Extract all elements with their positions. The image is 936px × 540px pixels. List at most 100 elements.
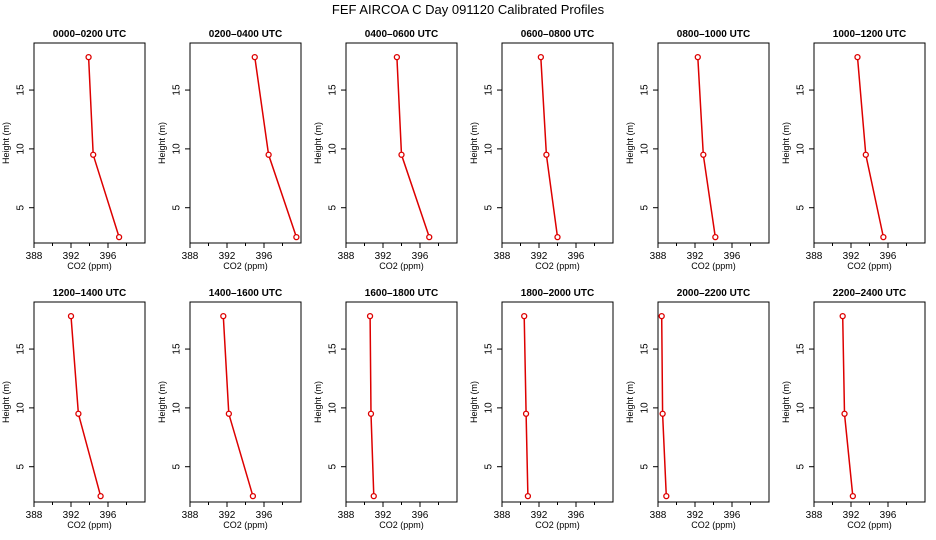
x-tick-label: 388 (806, 251, 823, 262)
data-point (115, 233, 123, 241)
y-tick-label: 5 (16, 463, 27, 469)
panel-title: 0000–0200 UTC (53, 29, 126, 40)
data-point (521, 312, 528, 320)
y-tick-label: 10 (640, 402, 651, 414)
data-point (293, 233, 300, 241)
plot-frame (501, 42, 614, 244)
panel-title: 2200–2400 UTC (833, 288, 906, 299)
plot-frame (33, 301, 146, 503)
x-tick-label: 392 (843, 510, 860, 521)
profile-line (396, 57, 431, 238)
y-tick-label: 10 (328, 402, 339, 414)
x-tick-label: 388 (650, 510, 667, 521)
x-axis-label: CO2 (ppm) (691, 261, 736, 271)
profile-line (222, 316, 254, 497)
plot-frame (345, 301, 458, 503)
x-tick-label: 392 (63, 510, 80, 521)
panel-title: 1600–1800 UTC (365, 288, 438, 299)
x-axis-label: CO2 (ppm) (223, 520, 268, 530)
y-tick-label: 5 (16, 204, 27, 210)
x-tick-label: 388 (806, 510, 823, 521)
y-axis-label: Height (m) (1, 122, 11, 164)
x-tick-label: 396 (568, 510, 585, 521)
profile-panel: 1800–2000 UTC 388 392 396 5 10 15 CO2 (ppm) Heig… (469, 288, 614, 530)
data-point (880, 233, 887, 241)
x-tick-label: 396 (724, 251, 741, 262)
y-tick-label: 15 (484, 84, 495, 96)
y-axis-label: Height (m) (625, 381, 635, 423)
x-tick-label: 392 (531, 510, 548, 521)
data-point (554, 233, 561, 241)
profile-panel: 1000–1200 UTC 388 392 396 5 10 15 CO2 (ppm) Heig… (781, 29, 926, 271)
y-tick-label: 10 (484, 143, 495, 155)
y-axis-label: Height (m) (1, 381, 11, 423)
x-tick-label: 396 (412, 251, 429, 262)
x-tick-label: 388 (650, 251, 667, 262)
profile-panel: 0400–0600 UTC 388 392 396 5 10 15 CO2 (ppm) Heig… (313, 29, 458, 271)
y-axis-label: Height (m) (781, 381, 791, 423)
y-tick-label: 10 (484, 402, 495, 414)
data-point (854, 53, 861, 61)
data-point (712, 233, 719, 241)
x-tick-label: 388 (182, 251, 199, 262)
x-tick-label: 388 (338, 510, 355, 521)
x-axis-label: CO2 (ppm) (379, 261, 424, 271)
x-tick-label: 392 (219, 251, 236, 262)
y-axis-label: Height (m) (469, 381, 479, 423)
x-tick-label: 396 (880, 251, 897, 262)
figure-title: FEF AIRCOA C Day 091120 Calibrated Profi… (332, 2, 605, 17)
y-axis-label: Height (m) (157, 381, 167, 423)
y-axis-label: Height (m) (469, 122, 479, 164)
profile-panel: 2000–2200 UTC 388 392 396 5 10 15 CO2 (ppm) Heig… (625, 288, 770, 530)
panel-title: 1200–1400 UTC (53, 288, 126, 299)
y-tick-label: 10 (172, 402, 183, 414)
data-point (524, 492, 532, 500)
y-tick-label: 10 (16, 143, 27, 155)
y-axis-label: Height (m) (625, 122, 635, 164)
panel-grid: 0000–0200 UTC 388 392 396 5 10 15 CO2 (ppm) Heig… (1, 29, 926, 530)
plot-frame (501, 301, 614, 503)
x-tick-label: 396 (568, 251, 585, 262)
x-tick-label: 392 (219, 510, 236, 521)
y-axis-label: Height (m) (781, 122, 791, 164)
y-tick-label: 5 (640, 463, 651, 469)
x-tick-label: 392 (531, 251, 548, 262)
y-tick-label: 5 (328, 463, 339, 469)
x-axis-label: CO2 (ppm) (67, 261, 112, 271)
y-tick-label: 15 (796, 343, 807, 355)
y-tick-label: 5 (796, 204, 807, 210)
profile-line (856, 57, 885, 238)
x-tick-label: 396 (880, 510, 897, 521)
profile-line (369, 316, 375, 497)
data-point (249, 492, 257, 500)
profile-panel: 1200–1400 UTC 388 392 396 5 10 15 CO2 (ppm) Heig… (1, 288, 146, 530)
data-point (67, 312, 75, 320)
x-tick-label: 396 (724, 510, 741, 521)
data-point (366, 312, 374, 320)
profile-line (540, 57, 559, 238)
panel-title: 1800–2000 UTC (521, 288, 594, 299)
x-tick-label: 388 (494, 251, 511, 262)
profile-panel: 0200–0400 UTC 388 392 396 5 10 15 CO2 (ppm) Heig… (157, 29, 302, 271)
x-axis-label: CO2 (ppm) (847, 520, 892, 530)
x-tick-label: 396 (412, 510, 429, 521)
panel-title: 0600–0800 UTC (521, 29, 594, 40)
x-tick-label: 392 (843, 251, 860, 262)
plot-frame (189, 42, 302, 244)
x-axis-label: CO2 (ppm) (67, 520, 112, 530)
data-point (90, 151, 97, 158)
y-tick-label: 15 (172, 343, 183, 355)
data-point (393, 53, 401, 61)
data-point (398, 151, 405, 158)
x-tick-label: 396 (256, 251, 273, 262)
data-point (658, 312, 665, 320)
profile-line (697, 57, 717, 238)
plot-frame (813, 301, 926, 503)
y-tick-label: 10 (16, 402, 27, 414)
profile-line (70, 316, 102, 497)
profile-panel: 1600–1800 UTC 388 392 396 5 10 15 CO2 (ppm) Heig… (313, 288, 458, 530)
data-point (97, 492, 104, 500)
profile-panel: 0800–1000 UTC 388 392 396 5 10 15 CO2 (ppm) Heig… (625, 29, 770, 271)
data-point (849, 492, 856, 500)
y-tick-label: 10 (328, 143, 339, 155)
